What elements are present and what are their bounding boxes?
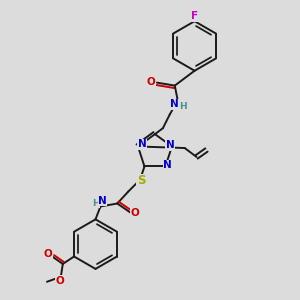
Text: N: N xyxy=(166,140,174,151)
Text: O: O xyxy=(147,76,155,87)
Text: H: H xyxy=(92,199,99,208)
Text: O: O xyxy=(56,276,64,286)
Text: N: N xyxy=(98,196,107,206)
Text: N: N xyxy=(170,99,179,110)
Text: N: N xyxy=(163,160,172,170)
Text: F: F xyxy=(191,11,198,21)
Text: N: N xyxy=(138,140,146,149)
Text: O: O xyxy=(131,208,140,218)
Text: H: H xyxy=(179,102,187,111)
Text: S: S xyxy=(137,174,145,187)
Text: O: O xyxy=(44,249,52,259)
